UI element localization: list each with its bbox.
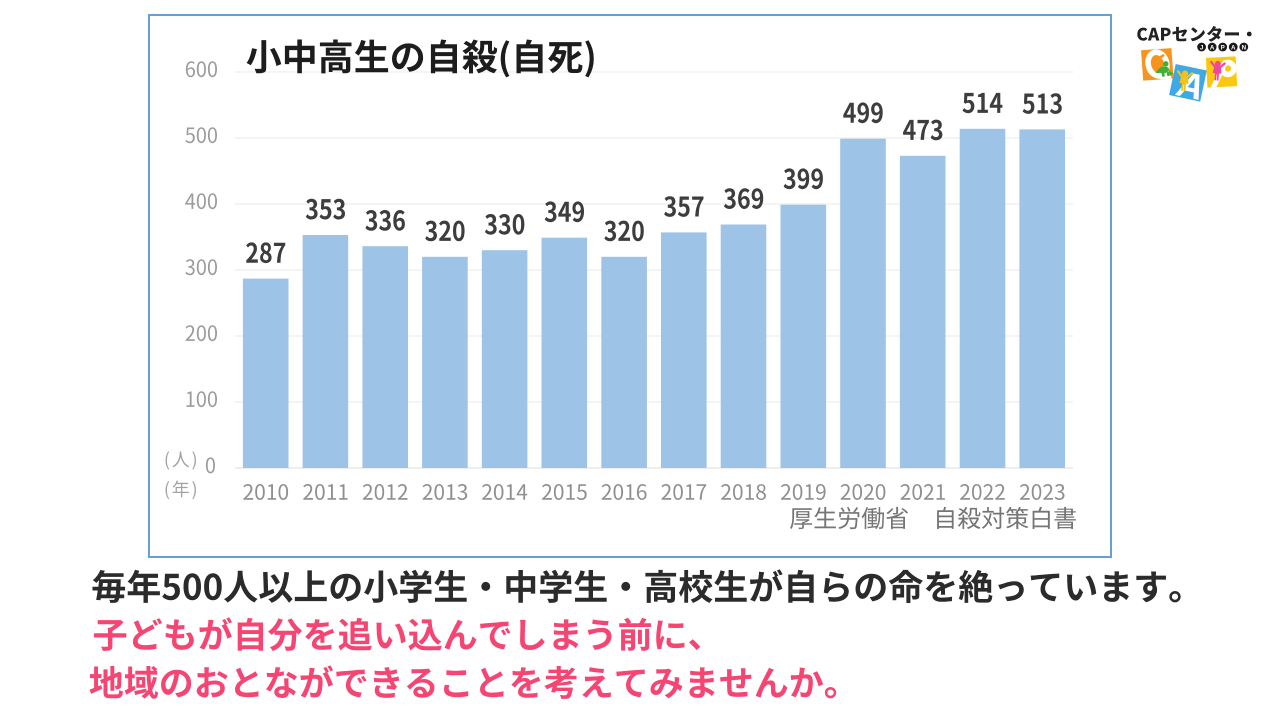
svg-text:P: P bbox=[1221, 44, 1225, 51]
svg-text:J: J bbox=[1200, 44, 1204, 51]
svg-text:N: N bbox=[1242, 44, 1247, 51]
svg-text:A: A bbox=[1231, 44, 1236, 51]
svg-text:A: A bbox=[1210, 44, 1215, 51]
